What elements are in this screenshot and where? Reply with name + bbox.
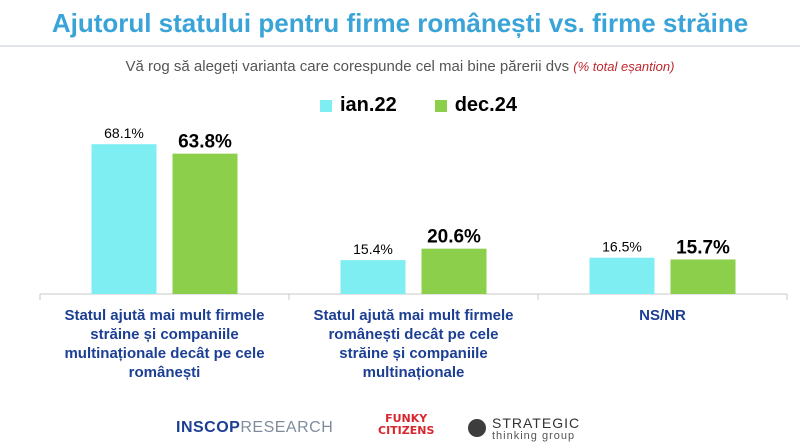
legend-item-dec24: dec.24: [434, 94, 517, 117]
chart-title: Ajutorul statului pentru firme românești…: [51, 8, 749, 38]
category-label-1: Statul ajută mai mult firmele românești d…: [293, 306, 534, 382]
bar-ian22-2: [589, 257, 655, 294]
bar-ian22-0: [91, 144, 157, 294]
category-label-line: multinaționale decât pe cele: [64, 345, 265, 362]
legend-item-ian22: ian.22: [320, 94, 397, 117]
strategic-logo-sub: thinking group: [492, 430, 576, 442]
subtitle-note: (% total eșantion): [573, 59, 675, 74]
bar-dec24-1: [421, 248, 487, 294]
category-label-line: Statul ajută mai mult firmele: [64, 307, 265, 324]
category-label-line: NS/NR: [639, 307, 686, 324]
data-label-ian22-1: 15.4%: [353, 241, 393, 257]
category-label-2: NS/NR: [542, 306, 783, 325]
footer-logos: INSCOPRESEARCH FUNKY CITIZENS STRATEGIC …: [0, 413, 800, 443]
legend-swatch-ian22: [320, 99, 332, 112]
inscop-logo-light: RESEARCH: [240, 419, 334, 436]
legend-swatch-dec24: [434, 99, 447, 112]
subtitle-text: Vă rog să alegeți varianta care corespun…: [125, 58, 570, 75]
legend-label-ian22: ian.22: [340, 94, 397, 116]
inscop-logo: INSCOPRESEARCH: [176, 419, 333, 437]
funky-logo-line2: CITIZENS: [378, 424, 435, 437]
category-label-line: multinaționale: [362, 364, 465, 381]
legend-label-dec24: dec.24: [454, 94, 517, 116]
chart-subtitle: Vă rog să alegeți varianta care corespun…: [0, 58, 800, 75]
title-divider: [0, 45, 800, 47]
funky-logo-line1: FUNKY: [385, 412, 428, 425]
category-label-line: românești: [128, 364, 201, 381]
strategic-logo-mark: [468, 419, 486, 437]
funky-citizens-logo: FUNKY CITIZENS: [378, 413, 434, 437]
category-label-line: străine și companiile: [339, 345, 488, 362]
data-label-ian22-0: 68.1%: [104, 125, 144, 141]
category-label-line: românești decât pe cele: [328, 326, 499, 343]
data-label-dec24-2: 15.7%: [676, 237, 730, 258]
data-label-dec24-0: 63.8%: [178, 132, 232, 153]
data-label-ian22-2: 16.5%: [602, 239, 642, 255]
inscop-logo-bold: INSCOP: [176, 419, 241, 436]
bar-ian22-1: [340, 260, 406, 294]
data-label-dec24-1: 20.6%: [427, 227, 481, 248]
category-label-line: străine și companiile: [90, 326, 239, 343]
category-label-0: Statul ajută mai mult firmele străine și …: [44, 306, 285, 382]
strategic-logo-name: STRATEGIC: [492, 415, 581, 431]
chart-legend: ian.22 dec.24: [320, 94, 555, 117]
category-label-line: Statul ajută mai mult firmele: [313, 307, 514, 324]
bar-dec24-2: [670, 259, 736, 294]
bar-dec24-0: [172, 153, 238, 294]
